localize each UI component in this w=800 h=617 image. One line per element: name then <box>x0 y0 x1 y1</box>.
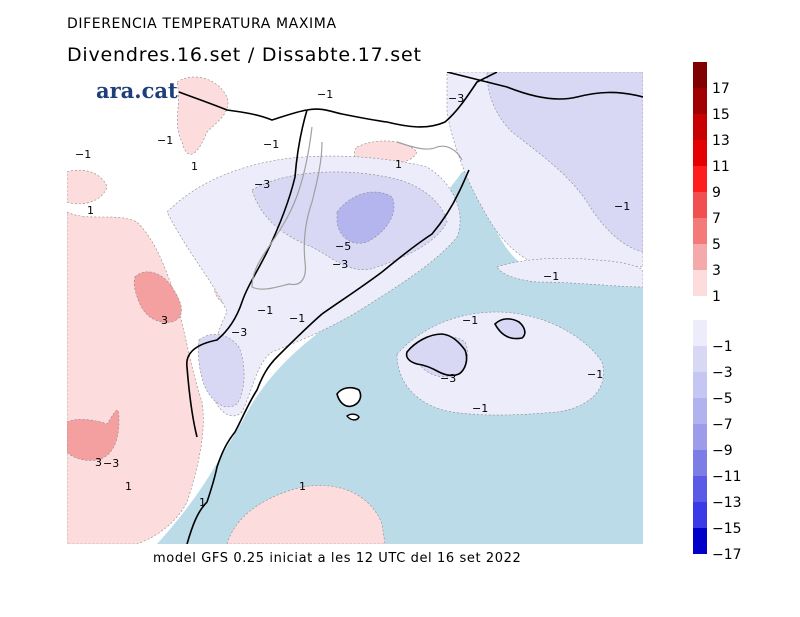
legend-label: −5 <box>712 391 733 407</box>
legend-label: −3 <box>712 365 733 381</box>
border-north <box>396 141 463 161</box>
color-scale-legend: 17 15 13 11 9 7 5 3 1 −1 −3 −5 −7 −9 −11 −13 −15 −17 <box>693 62 742 562</box>
cool-region-catalonia-5 <box>336 191 395 244</box>
legend-label: 5 <box>712 237 721 253</box>
contour-label: −1 <box>587 368 603 381</box>
legend-swatch <box>693 450 707 476</box>
cool-region-east-band <box>496 257 643 288</box>
legend-swatch <box>693 218 707 244</box>
legend-swatch <box>693 320 707 346</box>
contour-label: 1 <box>125 480 132 493</box>
legend-label: −17 <box>712 547 742 562</box>
warm-hotspot-south <box>67 409 120 461</box>
legend-swatch <box>693 270 707 296</box>
legend-label: −13 <box>712 495 742 511</box>
legend-label: −15 <box>712 521 742 537</box>
legend-label: 9 <box>712 185 721 201</box>
island-ibiza <box>336 386 362 408</box>
legend-swatch <box>693 114 707 140</box>
border-catalonia <box>251 126 323 290</box>
island-mallorca <box>405 333 468 377</box>
contour-label: 1 <box>191 160 198 173</box>
contour-label: −3 <box>332 258 348 271</box>
map-title: DIFERENCIA TEMPERATURA MAXIMA <box>67 16 337 32</box>
legend-swatch <box>693 372 707 398</box>
legend-label: 13 <box>712 133 730 149</box>
contour-label: −3 <box>448 92 464 105</box>
legend-swatch <box>693 528 707 554</box>
legend-label: −9 <box>712 443 733 459</box>
contour-label: −1 <box>263 138 279 151</box>
legend-swatch <box>693 346 707 372</box>
legend-label: 17 <box>712 81 730 97</box>
contour-label: 1 <box>199 496 206 509</box>
contour-label: 1 <box>299 480 306 493</box>
warm-hotspot-central <box>133 271 182 323</box>
contour-label: −1 <box>543 270 559 283</box>
warm-region-sea-south <box>226 485 386 544</box>
legend-swatch <box>693 502 707 528</box>
legend-swatch <box>693 424 707 450</box>
coastline-pyrenees-west <box>178 72 498 128</box>
legend-label: −11 <box>712 469 742 485</box>
coastline-inland-east <box>186 109 308 438</box>
contour-label: −3 <box>254 178 270 191</box>
contour-label: 3 <box>95 456 102 469</box>
legend-label: 11 <box>712 159 730 175</box>
contour-label: −1 <box>157 134 173 147</box>
island-formentera <box>346 413 360 421</box>
legend-swatch <box>693 244 707 270</box>
contour-label: −3 <box>440 372 456 385</box>
map-subtitle: Divendres.16.set / Dissabte.17.set <box>67 44 422 66</box>
contour-label: 1 <box>395 158 402 171</box>
island-menorca <box>494 318 526 340</box>
legend-label: 1 <box>712 289 721 305</box>
legend-label: 7 <box>712 211 721 227</box>
legend-swatch <box>693 88 707 114</box>
legend-swatch <box>693 140 707 166</box>
contour-label: −1 <box>462 314 478 327</box>
contour-label: −1 <box>75 148 91 161</box>
legend-label: −1 <box>712 339 733 355</box>
contour-label: −1 <box>257 304 273 317</box>
contour-label: −1 <box>614 200 630 213</box>
legend-swatch <box>693 398 707 424</box>
cool-region-ebro <box>197 334 245 408</box>
legend-label: −7 <box>712 417 733 433</box>
warm-region-northwest <box>67 169 108 205</box>
cool-region-northeast-strong <box>486 72 643 253</box>
legend-label: 3 <box>712 263 721 279</box>
model-footer: model GFS 0.25 iniciat a les 12 UTC del … <box>153 551 522 566</box>
contour-label: −1 <box>317 88 333 101</box>
contour-label: −1 <box>289 312 305 325</box>
coastline-north <box>446 72 643 100</box>
legend-swatch <box>693 62 707 88</box>
legend-swatch <box>693 476 707 502</box>
contour-label: −5 <box>335 240 351 253</box>
contour-label: 1 <box>87 204 94 217</box>
coastline-iberia <box>186 169 470 544</box>
contour-label: 3 <box>161 314 168 327</box>
legend-label: 15 <box>712 107 730 123</box>
ara-cat-logo: ara.cat <box>96 78 178 103</box>
legend-swatch <box>693 166 707 192</box>
legend-swatch <box>693 192 707 218</box>
contour-label: −3 <box>231 326 247 339</box>
temperature-difference-map: −1 −1 −3 −1 1 −1 1 1 −3 −1 −5 −3 −3 −1 3 −1 −3 −1 −1 −3 −1 −1… <box>67 72 643 544</box>
contour-label: −1 <box>472 402 488 415</box>
contour-label: −3 <box>103 457 119 470</box>
